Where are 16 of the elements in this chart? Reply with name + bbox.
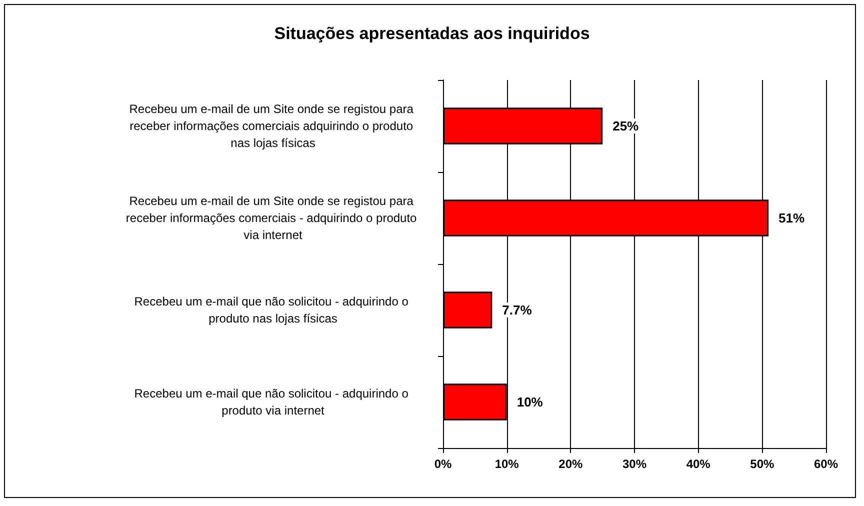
y-tick-label: Recebeu um e-mail que não solicitou - adquirindo o produto via internet: [134, 386, 412, 418]
data-label: 10%: [516, 394, 544, 410]
x-tick-label: 40%: [686, 457, 711, 471]
x-tick-label: 60%: [814, 457, 838, 471]
y-tick-label: Recebeu um e-mail que não solicitou - adquirindo o produto nas lojas físicas: [134, 294, 412, 326]
data-label: 7.7%: [502, 302, 532, 318]
y-tick-label: Recebeu um e-mail de um Site onde se registou para receber informações comerciais adquirindo o produto nas lojas físicas: [129, 102, 417, 150]
data-label: 51%: [778, 210, 806, 226]
x-tick-label: 50%: [750, 457, 774, 471]
y-tick-label: Recebeu um e-mail de um Site onde se registou para receber informações comerciais - adquirindo o produto via internet: [126, 194, 420, 242]
chart-title: Situações apresentadas aos inquiridos: [274, 24, 590, 43]
data-label: 25%: [612, 118, 640, 134]
x-tick-label: 30%: [622, 457, 647, 471]
x-tick-label: 20%: [558, 457, 583, 471]
x-tick-label: 0%: [434, 457, 452, 471]
x-tick-label: 10%: [494, 457, 520, 471]
